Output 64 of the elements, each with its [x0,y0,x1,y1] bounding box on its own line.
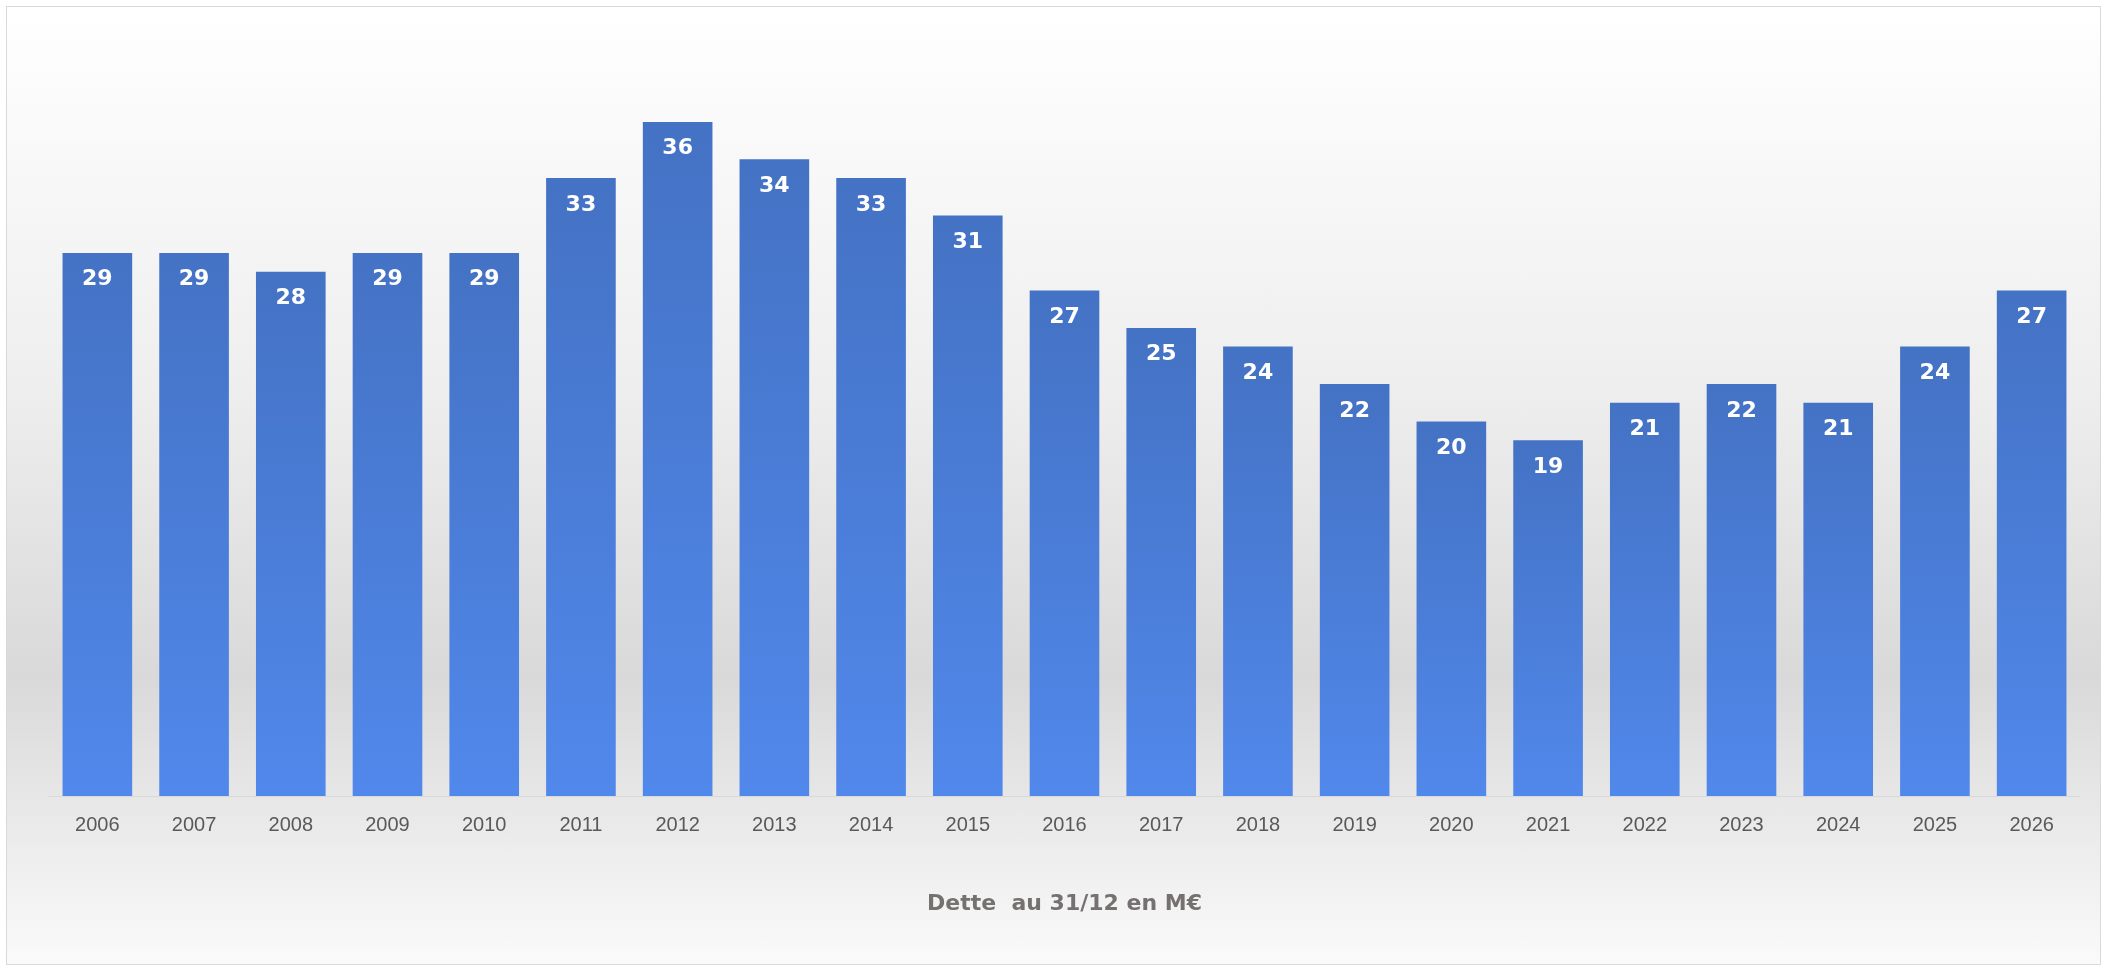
bar [1900,346,1970,796]
x-tick-label: 2023 [1719,813,1764,835]
data-label: 29 [82,265,113,291]
x-tick-label: 2021 [1525,813,1571,835]
bar [1513,440,1583,796]
bar [546,178,616,796]
x-tick-label: 2009 [365,813,410,835]
x-tick-label: 2014 [848,813,894,835]
bar [449,252,520,796]
x-tick-label: 2017 [1138,813,1184,835]
data-label: 22 [1339,396,1370,422]
x-tick-label: 2019 [1332,813,1377,835]
data-label: 19 [1532,452,1564,478]
x-tick-label: 2016 [1042,813,1087,835]
data-label: 27 [2016,302,2047,328]
data-label: 29 [468,265,500,291]
x-tick-label: 2011 [559,813,603,835]
data-label: 31 [952,228,984,254]
data-label: 21 [1629,415,1661,441]
bar [836,178,906,796]
bar [1609,402,1680,796]
data-label: 33 [855,190,887,216]
x-tick-label: 2022 [1622,813,1668,835]
x-axis-title: Dette au 31/12 en M€ [927,889,1202,915]
bar [932,215,1003,796]
bar [1996,290,2067,796]
data-label: 24 [1242,359,1274,385]
x-tick-label: 2018 [1235,813,1281,835]
bar [1223,346,1293,796]
data-label: 20 [1436,434,1467,459]
data-label: 34 [759,171,790,197]
bar [642,121,713,796]
data-label: 36 [662,134,693,160]
data-label: 25 [1145,340,1177,366]
x-tick-label: 2010 [461,813,507,835]
bar [1126,327,1197,796]
data-label: 28 [275,284,307,310]
data-label: 29 [372,265,403,291]
x-tick-label: 2007 [171,813,217,835]
bar [1319,384,1390,796]
data-label: 29 [178,265,210,291]
bar [159,252,229,796]
bar [1803,402,1874,796]
x-tick-label: 2013 [752,813,797,835]
x-tick-label: 2020 [1429,813,1474,835]
bar [255,271,326,796]
bar [1706,384,1777,796]
bar [739,159,810,796]
bar [352,252,423,796]
bar [1416,421,1487,796]
data-label: 33 [565,190,597,216]
x-tick-label: 2012 [655,813,700,835]
data-label: 21 [1822,415,1854,441]
data-label: 27 [1049,302,1080,328]
bar [62,252,133,796]
x-tick-label: 2026 [2009,813,2054,835]
x-tick-label: 2008 [268,813,314,835]
x-tick-label: 2015 [945,813,991,835]
x-tick-label: 2025 [1912,813,1958,835]
data-label: 22 [1726,396,1757,422]
data-label: 24 [1919,359,1951,385]
bar [1029,290,1100,796]
x-tick-label: 2024 [1815,813,1861,835]
x-tick-label: 2006 [75,813,120,835]
